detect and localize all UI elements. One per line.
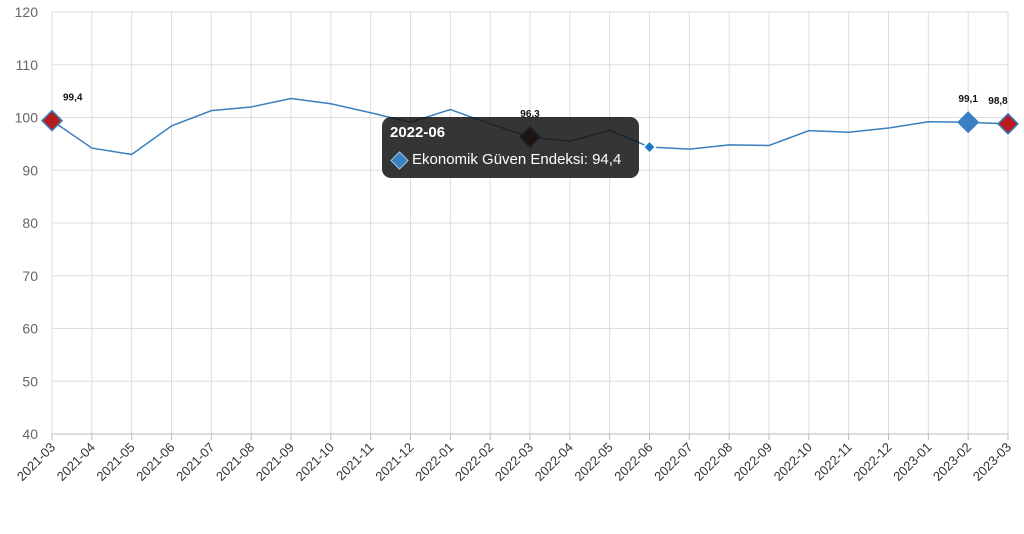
tooltip-row: Ekonomik Güven Endeksi: 94,4 [390,149,631,171]
y-tick-label: 60 [22,321,38,337]
data-label: 99,1 [958,94,978,105]
y-tick-label: 70 [22,268,38,284]
y-tick-label: 90 [22,162,38,178]
x-tick-label: 2023-03 [970,440,1014,484]
x-tick-label: 2021-04 [54,440,98,484]
x-tick-label: 2022-01 [412,440,456,484]
hover-point-marker [642,139,657,155]
x-tick-label: 2022-03 [492,440,536,484]
highlight-point-marker [957,111,980,134]
x-tick-label: 2023-02 [930,440,974,484]
y-tick-label: 120 [15,4,39,20]
x-tick-label: 2021-11 [333,440,377,484]
highlight-point-marker [996,112,1020,135]
y-tick-label: 40 [22,426,38,442]
x-tick-label: 2022-06 [611,440,655,484]
grid [51,11,1009,435]
x-tick-label: 2021-07 [173,440,217,484]
x-tick-label: 2021-08 [213,440,257,484]
data-label-layer: 99,4 96,3 99,1 98,8 [63,93,1008,120]
y-axis: 40 50 60 70 80 90 100 110 120 [15,4,39,442]
x-tick-label: 2021-10 [293,440,337,484]
x-tick-label: 2021-12 [372,440,416,484]
x-tick-label: 2022-10 [771,440,815,484]
chart-tooltip: 2022-06 Ekonomik Güven Endeksi: 94,4 [382,117,639,178]
y-tick-label: 50 [22,373,38,389]
y-tick-label: 80 [22,215,38,231]
highlight-point-marker [40,109,64,132]
y-tick-label: 100 [15,110,39,126]
x-tick-label: 2022-12 [850,440,894,484]
x-tick-label: 2022-09 [731,440,775,484]
data-label: 99,4 [63,93,83,104]
diamond-icon [390,150,409,170]
x-tick-label: 2021-03 [14,440,58,484]
x-tick-label: 2022-05 [571,440,615,484]
data-label: 98,8 [988,96,1008,107]
y-tick-label: 110 [16,57,39,73]
x-tick-label: 2021-06 [133,440,177,484]
x-tick-label: 2022-07 [651,440,695,484]
x-tick-label: 2022-11 [811,440,855,484]
x-tick-label: 2022-04 [532,440,576,484]
tooltip-title: 2022-06 [390,124,446,141]
x-tick-label: 2022-02 [452,440,496,484]
x-tick-label: 2023-01 [890,440,934,484]
data-label: 96,3 [520,109,540,120]
x-tick-label: 2021-05 [93,440,137,484]
x-tick-label: 2021-09 [253,440,297,484]
x-tick-label: 2022-08 [691,440,735,484]
x-axis: 2021-032021-042021-052021-062021-072021-… [14,433,1014,484]
tooltip-series-value: Ekonomik Güven Endeksi: 94,4 [412,151,622,168]
